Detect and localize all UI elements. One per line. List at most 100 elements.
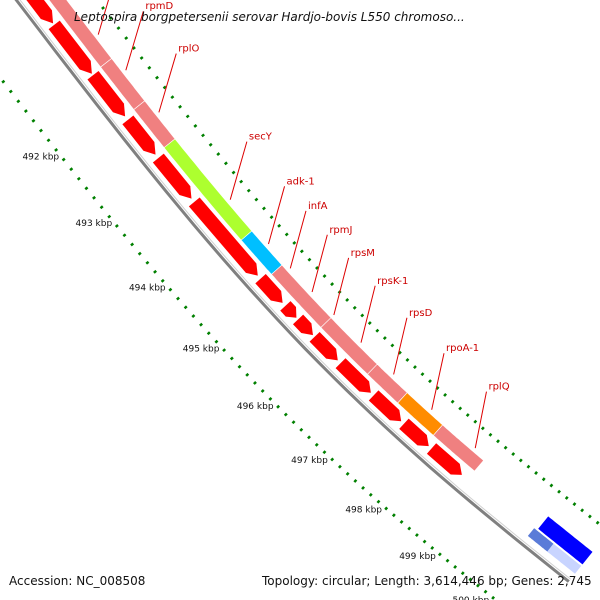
outer-tick-mark [488, 432, 493, 437]
cds-arrow [399, 418, 429, 447]
inner-tick-mark [222, 348, 227, 353]
inner-tick-mark [214, 339, 219, 344]
outer-tick-mark [315, 265, 319, 270]
inner-tick-mark [237, 364, 242, 369]
outer-tick-mark [390, 343, 395, 348]
outer-tick-mark [428, 379, 432, 384]
cds-arrow [26, 0, 54, 24]
outer-tick-mark [108, 16, 113, 20]
inner-tick-mark [191, 314, 196, 318]
gene-track [48, 0, 485, 472]
inner-tick-mark [337, 464, 342, 469]
kbp-label: 492 kbp [22, 153, 59, 163]
cds-arrow [188, 197, 258, 276]
inner-tick-mark [245, 372, 250, 377]
label-leader-line [360, 285, 376, 343]
outer-tick-mark [124, 36, 129, 41]
outer-tick-mark [246, 188, 251, 193]
gene-label: rpsM [351, 248, 375, 259]
outer-tick-mark [564, 495, 569, 500]
outer-tick-mark [549, 483, 554, 488]
outer-tick-mark [147, 65, 152, 70]
blue-gene-block [527, 528, 554, 552]
inner-tick-mark [168, 287, 173, 292]
inner-tick-mark [345, 471, 350, 476]
outer-tick-track [101, 6, 600, 525]
inner-tick-mark [46, 138, 51, 143]
inner-tick-mark [322, 450, 327, 455]
outer-tick-mark [534, 471, 538, 475]
outer-tick-mark [185, 114, 190, 119]
outer-tick-mark [216, 152, 221, 157]
inner-tick-mark [206, 331, 211, 336]
inner-tick-mark [268, 396, 273, 401]
outer-tick-mark [262, 206, 266, 211]
outer-tick-mark [208, 142, 213, 147]
inner-tick-mark [414, 533, 419, 538]
outer-tick-mark [162, 85, 167, 90]
gene-block [432, 424, 485, 472]
outer-tick-mark [557, 489, 561, 494]
gene-label: rplO [178, 44, 199, 55]
outer-tick-mark [413, 365, 417, 370]
kbp-label: 500 kbp [452, 596, 489, 600]
outer-tick-mark [193, 124, 198, 128]
outer-tick-mark [458, 406, 463, 411]
label-leader-line [311, 234, 328, 293]
cds-arrow [87, 70, 126, 117]
outer-tick-mark [139, 56, 144, 60]
gene-label: rpmD [145, 1, 173, 12]
kbp-label: 498 kbp [345, 506, 382, 516]
inner-tick-mark [183, 305, 188, 310]
inner-tick-mark [54, 148, 59, 152]
outer-tick-mark [587, 514, 592, 519]
accession-text: Accession: NC_008508 [9, 574, 146, 588]
inner-tick-mark [407, 526, 412, 531]
inner-tick-mark [260, 389, 265, 393]
outer-tick-mark [352, 305, 357, 310]
inner-tick-mark [61, 157, 66, 162]
inner-tick-mark [299, 427, 304, 432]
outer-tick-mark [420, 372, 425, 377]
inner-tick-mark [122, 233, 127, 238]
inner-tick-mark [330, 457, 335, 462]
cds-arrow [152, 153, 192, 199]
inner-tick-mark [76, 176, 81, 181]
outer-tick-mark [155, 75, 159, 80]
outer-tick-mark [345, 298, 350, 302]
inner-tick-mark [199, 322, 203, 327]
inner-tick-mark [399, 519, 404, 524]
inner-tick-mark [283, 412, 288, 417]
outer-tick-mark [284, 232, 289, 237]
inner-tick-mark [160, 278, 165, 283]
inner-tick-mark [453, 565, 458, 569]
outer-tick-mark [435, 386, 440, 391]
cds-arrow [335, 358, 371, 393]
label-leader-line [393, 317, 408, 375]
inner-tick-mark [229, 356, 234, 361]
inner-tick-mark [430, 546, 435, 550]
outer-tick-mark [465, 413, 470, 418]
label-leader-line [97, 0, 110, 35]
outer-tick-mark [330, 282, 335, 287]
inner-tick-mark [307, 435, 311, 440]
outer-tick-mark [503, 445, 508, 450]
outer-tick-mark [375, 328, 380, 333]
outer-tick-mark [116, 26, 121, 31]
outer-tick-mark [239, 179, 244, 184]
outer-tick-mark [480, 426, 485, 431]
kbp-label: 499 kbp [399, 552, 436, 562]
inner-tick-mark [153, 269, 157, 274]
inner-tick-mark [107, 214, 112, 219]
outer-tick-mark [526, 464, 531, 469]
inner-tick-mark [8, 89, 13, 94]
outer-tick-mark [382, 336, 387, 341]
inner-tick-mark [130, 242, 135, 247]
inner-tick-mark [276, 404, 281, 409]
inner-tick-mark [376, 499, 381, 504]
inner-tick-mark [23, 109, 28, 113]
blue-gene-block [538, 516, 593, 565]
map-title: Leptospira borgpetersenii serovar Hardjo… [74, 10, 465, 24]
cds-arrow [292, 314, 313, 336]
